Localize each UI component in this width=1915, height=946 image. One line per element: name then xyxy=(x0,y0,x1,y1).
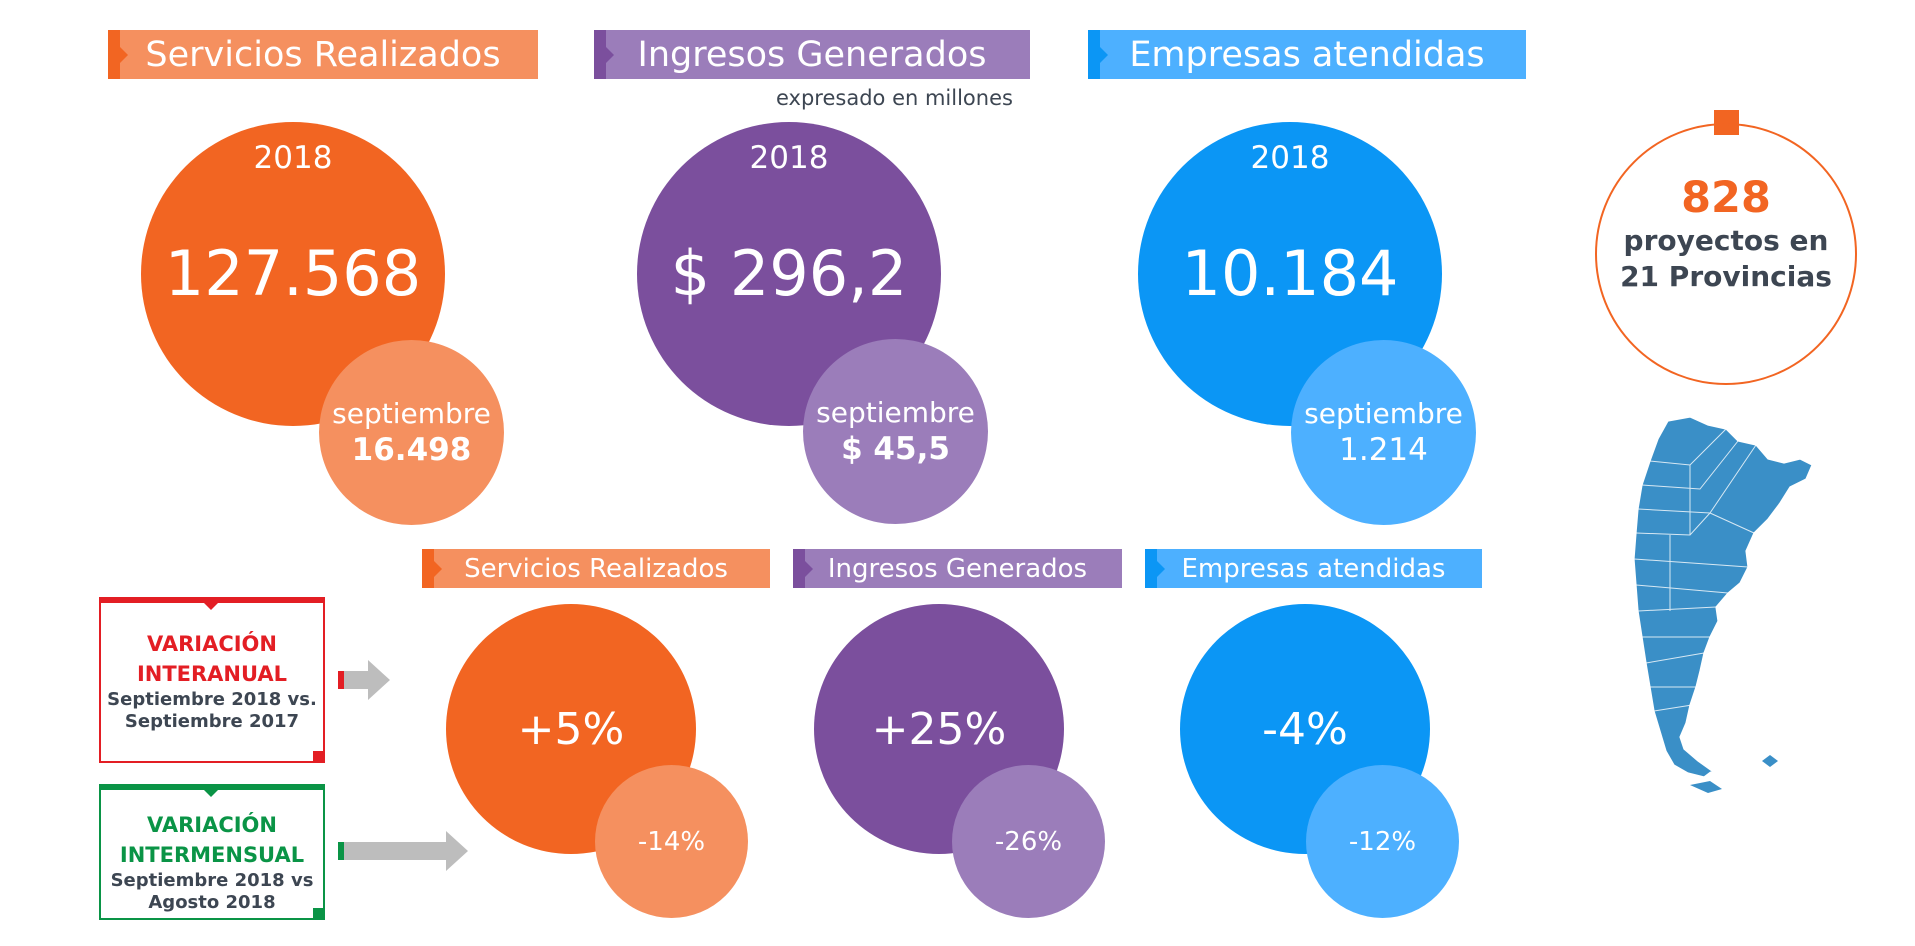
right-arrow-icon xyxy=(338,660,390,700)
year-label: 2018 xyxy=(1250,140,1330,176)
header-ingresos-generados: Ingresos Generados xyxy=(594,30,1030,79)
intermensual-desc-line2: Agosto 2018 xyxy=(148,892,276,913)
month-label: septiembre xyxy=(816,395,975,429)
year-value: 127.568 xyxy=(164,237,422,310)
intermensual-box: VARIACIÓN INTERMENSUAL Septiembre 2018 v… xyxy=(99,784,325,920)
year-label: 2018 xyxy=(749,140,829,176)
interanual-title-line2: INTERANUAL xyxy=(136,662,288,686)
header-title: Ingresos Generados xyxy=(827,553,1088,584)
month-value: $ 45,5 xyxy=(841,430,950,467)
interanual-title-line1: VARIACIÓN xyxy=(147,632,277,656)
projects-circle: 828 proyectos en 21 Provincias xyxy=(1595,123,1857,385)
interanual-value: -4% xyxy=(1262,703,1348,755)
intermensual-notch xyxy=(204,790,218,797)
header-marker-icon xyxy=(434,560,442,577)
servicios-month-circle: septiembre 16.498 xyxy=(319,340,504,525)
argentina-map-icon xyxy=(1633,416,1813,793)
header-marker-icon xyxy=(606,46,614,63)
header-marker-icon xyxy=(120,46,128,63)
header-title: Empresas atendidas xyxy=(1181,553,1446,584)
projects-line1: proyectos en xyxy=(1623,224,1829,257)
interanual-corner-mark xyxy=(313,751,323,761)
year-value: $ 296,2 xyxy=(670,237,908,310)
header-servicios-realizados-variation: Servicios Realizados xyxy=(422,549,770,588)
intermensual-value: -26% xyxy=(994,826,1063,857)
intermensual-corner-mark xyxy=(313,908,323,918)
intermensual-value: -12% xyxy=(1348,826,1417,857)
projects-count: 828 xyxy=(1681,173,1771,223)
header-marker-icon xyxy=(805,560,813,577)
month-value: 16.498 xyxy=(351,431,472,468)
month-value: 1.214 xyxy=(1339,431,1428,468)
header-ingresos-generados-variation: Ingresos Generados xyxy=(793,549,1122,588)
interanual-box: VARIACIÓN INTERANUAL Septiembre 2018 vs.… xyxy=(99,597,325,763)
header-empresas-atendidas: Empresas atendidas xyxy=(1088,30,1526,79)
intermensual-title-line2: INTERMENSUAL xyxy=(119,843,305,867)
header-title: Ingresos Generados xyxy=(637,34,987,75)
ingresos-intermensual-circle: -26% xyxy=(952,765,1105,918)
intermensual-desc-line1: Septiembre 2018 vs xyxy=(110,870,314,891)
projects-line2: 21 Provincias xyxy=(1620,260,1832,293)
interanual-value: +25% xyxy=(871,703,1007,755)
empresas-intermensual-circle: -12% xyxy=(1306,765,1459,918)
empresas-year-circle: 2018 10.184 xyxy=(1138,122,1442,426)
interanual-notch xyxy=(204,603,218,610)
year-value: 10.184 xyxy=(1181,237,1399,310)
interanual-desc-line2: Septiembre 2017 xyxy=(124,711,300,732)
empresas-month-circle: septiembre 1.214 xyxy=(1291,340,1476,525)
servicios-intermensual-circle: -14% xyxy=(595,765,748,918)
header-title: Servicios Realizados xyxy=(145,34,501,75)
header-title: Servicios Realizados xyxy=(464,553,728,584)
header-marker-icon xyxy=(1100,46,1108,63)
ingresos-month-circle: septiembre $ 45,5 xyxy=(803,339,988,524)
month-label: septiembre xyxy=(1304,396,1463,430)
intermensual-title-line1: VARIACIÓN xyxy=(147,813,277,837)
servicios-year-circle: 2018 127.568 xyxy=(141,122,445,426)
header-servicios-realizados: Servicios Realizados xyxy=(108,30,538,79)
ingresos-note: expresado en millones xyxy=(776,86,1013,110)
header-title: Empresas atendidas xyxy=(1129,34,1485,75)
header-empresas-atendidas-variation: Empresas atendidas xyxy=(1145,549,1482,588)
right-arrow-icon xyxy=(338,831,468,871)
month-label: septiembre xyxy=(332,396,491,430)
header-marker-icon xyxy=(1157,560,1165,577)
intermensual-value: -14% xyxy=(637,826,706,857)
interanual-value: +5% xyxy=(517,703,625,755)
year-label: 2018 xyxy=(253,140,333,176)
interanual-desc-line1: Septiembre 2018 vs. xyxy=(107,689,317,710)
